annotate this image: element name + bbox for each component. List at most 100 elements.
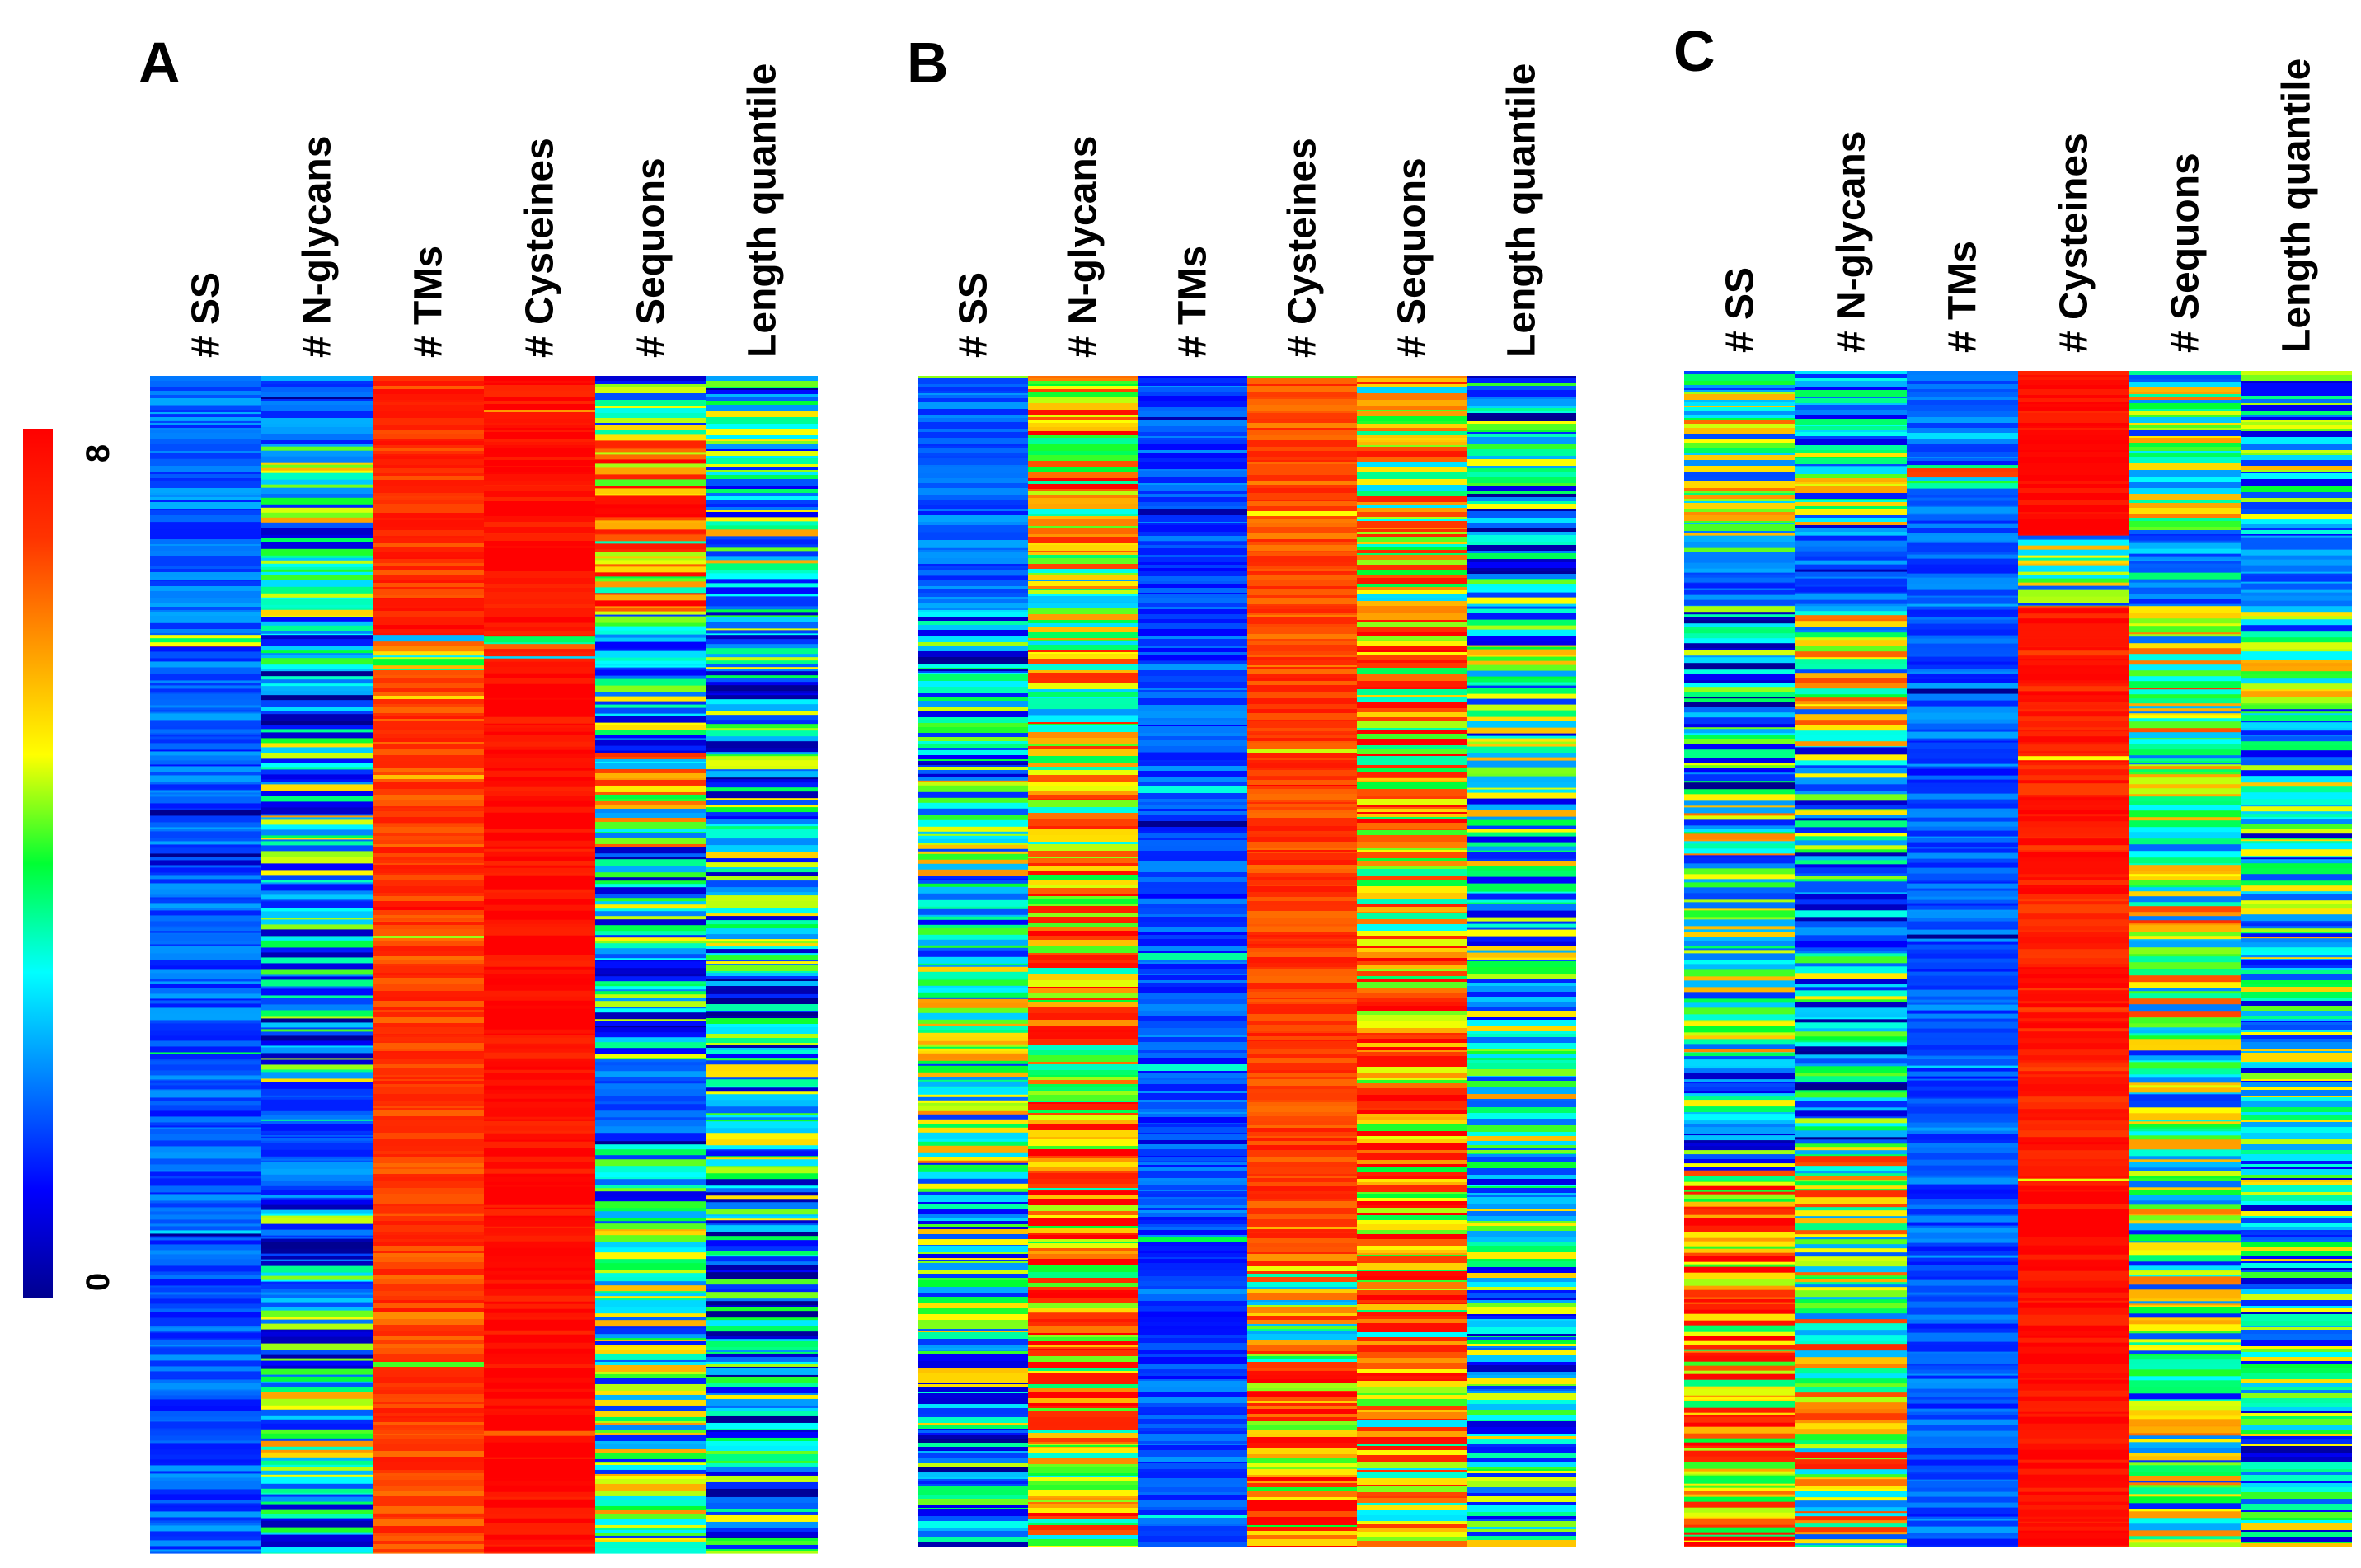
heatmap-cell bbox=[484, 1405, 595, 1410]
heatmap-cell bbox=[150, 500, 261, 503]
heatmap-cell bbox=[918, 1486, 1028, 1491]
column-label-c-5: Length quantile bbox=[2275, 59, 2319, 353]
heatmap-cell bbox=[1028, 963, 1138, 969]
heatmap-cell bbox=[373, 1206, 484, 1214]
heatmap-cell bbox=[261, 1552, 373, 1554]
heatmap-cell bbox=[1467, 1415, 1576, 1420]
heatmap-cell bbox=[1467, 1145, 1576, 1149]
heatmap-cell bbox=[484, 1426, 595, 1432]
heatmap-cell bbox=[2018, 760, 2129, 763]
heatmap-cell bbox=[1028, 1502, 1138, 1505]
heatmap-cell bbox=[1907, 595, 2018, 599]
heatmap-cell bbox=[1795, 1190, 1907, 1198]
heatmap-cell bbox=[2129, 1195, 2241, 1201]
heatmap-cell bbox=[2129, 1342, 2241, 1345]
heatmap-cell bbox=[2241, 396, 2352, 400]
heatmap-cell bbox=[1247, 1232, 1357, 1234]
heatmap-cell bbox=[2018, 721, 2129, 728]
heatmap-cell bbox=[1138, 646, 1247, 649]
heatmap-cell bbox=[2129, 991, 2241, 994]
heatmap-cell bbox=[1907, 417, 2018, 424]
heatmap-cell bbox=[261, 1470, 373, 1476]
heatmap-cell bbox=[1357, 382, 1467, 385]
heatmap-cell bbox=[1795, 1335, 1907, 1342]
heatmap-cell bbox=[484, 404, 595, 411]
heatmap-cell bbox=[1907, 1055, 2018, 1059]
heatmap-cell bbox=[918, 1280, 1028, 1288]
heatmap-cell bbox=[2018, 913, 2129, 920]
heatmap-cell bbox=[1684, 1426, 1795, 1432]
heatmap-cell bbox=[261, 1310, 373, 1318]
heatmap-cell bbox=[1138, 1004, 1247, 1012]
heatmap-cell bbox=[1247, 457, 1357, 461]
heatmap-cell bbox=[150, 927, 261, 932]
heatmap-cell bbox=[150, 1449, 261, 1456]
heatmap-cell bbox=[2129, 1376, 2241, 1381]
heatmap-cell bbox=[1028, 673, 1138, 678]
heatmap-cell bbox=[2018, 1084, 2129, 1091]
heatmap-cell bbox=[2129, 443, 2241, 448]
heatmap-cell bbox=[1795, 467, 1907, 475]
heatmap-cell bbox=[595, 1089, 706, 1096]
heatmap-cell bbox=[1028, 478, 1138, 481]
heatmap-cell bbox=[1357, 965, 1467, 970]
heatmap-cell bbox=[1028, 555, 1138, 559]
heatmap-cell bbox=[1907, 1127, 2018, 1132]
heatmap-cell bbox=[2018, 885, 2129, 887]
heatmap-cell bbox=[1467, 1252, 1576, 1260]
heatmap-cell bbox=[2018, 775, 2129, 781]
heatmap-cell bbox=[1907, 465, 2018, 469]
heatmap-cell bbox=[2018, 955, 2129, 959]
heatmap-cell bbox=[1795, 1434, 1907, 1441]
heatmap-cell bbox=[1907, 896, 2018, 901]
heatmap-cell bbox=[1795, 551, 1907, 558]
heatmap-cell bbox=[1357, 1078, 1467, 1081]
heatmap-cell bbox=[918, 1234, 1028, 1240]
heatmap-cell bbox=[484, 419, 595, 424]
heatmap-cell bbox=[373, 1126, 484, 1134]
heatmap-cell bbox=[1467, 1150, 1576, 1153]
heatmap-cell bbox=[1138, 1251, 1247, 1254]
heatmap-cell bbox=[1467, 483, 1576, 486]
heatmap-cell bbox=[1907, 1002, 2018, 1006]
heatmap-cell bbox=[1357, 858, 1467, 861]
heatmap-cell bbox=[1138, 1472, 1247, 1479]
heatmap-cell bbox=[1467, 1365, 1576, 1373]
heatmap-cell bbox=[1357, 1198, 1467, 1202]
heatmap-cell bbox=[373, 1116, 484, 1120]
heatmap-cell bbox=[1357, 529, 1467, 533]
heatmap-cell bbox=[1357, 447, 1467, 452]
heatmap-cell bbox=[261, 1272, 373, 1277]
heatmap-cell bbox=[1138, 426, 1247, 433]
heatmap-cell bbox=[2018, 1491, 2129, 1496]
heatmap-cell bbox=[2018, 930, 2129, 932]
heatmap-cell bbox=[1028, 894, 1138, 897]
heatmap-cell bbox=[261, 1053, 373, 1059]
heatmap-column-b-4 bbox=[1357, 376, 1467, 1547]
heatmap-cell bbox=[918, 1204, 1028, 1210]
heatmap-cell bbox=[261, 534, 373, 539]
heatmap-cell bbox=[484, 1270, 595, 1275]
heatmap-cell bbox=[1357, 809, 1467, 813]
heatmap-cell bbox=[1357, 660, 1467, 664]
heatmap-cell bbox=[595, 614, 706, 617]
heatmap-cell bbox=[1684, 1475, 1795, 1478]
heatmap-cell bbox=[484, 376, 595, 382]
heatmap-cell bbox=[1907, 1113, 2018, 1120]
heatmap-cell bbox=[1357, 1406, 1467, 1411]
heatmap-cell bbox=[1795, 800, 1907, 805]
heatmap-cell bbox=[261, 711, 373, 715]
heatmap-cell bbox=[484, 423, 595, 426]
heatmap-cell bbox=[706, 964, 818, 965]
column-label-a-3: # Cysteines bbox=[519, 138, 562, 358]
heatmap-cell bbox=[595, 722, 706, 726]
heatmap-cell bbox=[918, 1287, 1028, 1294]
heatmap-cell bbox=[918, 924, 1028, 929]
heatmap-cell bbox=[706, 880, 818, 888]
heatmap-cell bbox=[373, 1526, 484, 1533]
heatmap-cell bbox=[373, 1544, 484, 1550]
heatmap-cell bbox=[1247, 865, 1357, 870]
heatmap-cell bbox=[918, 979, 1028, 987]
heatmap-cell bbox=[1357, 799, 1467, 805]
heatmap-cell bbox=[1028, 451, 1138, 456]
